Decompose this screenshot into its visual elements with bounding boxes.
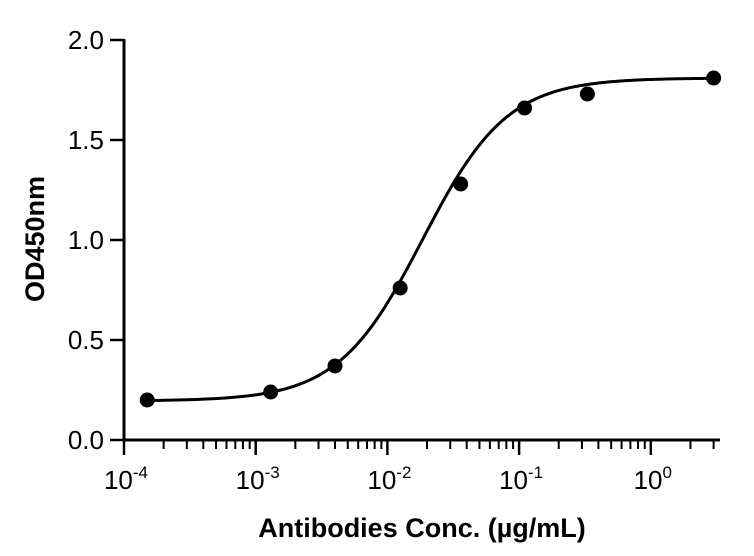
y-tick-label: 0.5 xyxy=(68,325,104,355)
data-point xyxy=(139,392,155,408)
data-point xyxy=(392,280,408,296)
x-axis-title: Antibodies Conc. (µg/mL) xyxy=(258,513,586,543)
y-tick-label: 2.0 xyxy=(68,25,104,55)
data-points xyxy=(139,70,722,408)
x-ticks: 10-4 10-3 10-2 10-1 100 xyxy=(104,440,715,495)
data-point xyxy=(706,70,722,86)
y-tick-label: 1.0 xyxy=(68,225,104,255)
y-axis-title: OD450nm xyxy=(20,176,50,302)
y-ticks: 0.0 0.5 1.0 1.5 2.0 xyxy=(68,25,124,455)
x-tick-label: 10-2 xyxy=(367,463,411,495)
y-tick-label: 0.0 xyxy=(68,425,104,455)
x-tick-label: 10-1 xyxy=(499,463,543,495)
data-point xyxy=(579,86,595,102)
y-tick-label: 1.5 xyxy=(68,125,104,155)
data-point xyxy=(453,176,469,192)
x-tick-label: 100 xyxy=(634,463,672,495)
data-point xyxy=(517,100,533,116)
fit-curve xyxy=(147,76,714,403)
x-tick-label: 10-4 xyxy=(104,463,148,495)
x-tick-label: 10-3 xyxy=(236,463,280,495)
data-point xyxy=(263,384,279,400)
data-point xyxy=(327,358,343,374)
